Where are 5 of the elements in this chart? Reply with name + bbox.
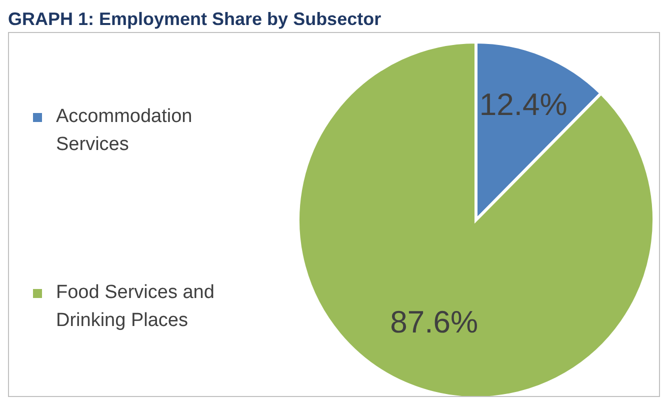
chart-title: GRAPH 1: Employment Share by Subsector [8, 8, 382, 31]
legend-label: Accommodation Services [56, 105, 194, 157]
data-label: 87.6% [390, 304, 478, 340]
legend-label: Food Services and Drinking Places [56, 281, 216, 333]
data-label: 12.4% [479, 87, 568, 122]
